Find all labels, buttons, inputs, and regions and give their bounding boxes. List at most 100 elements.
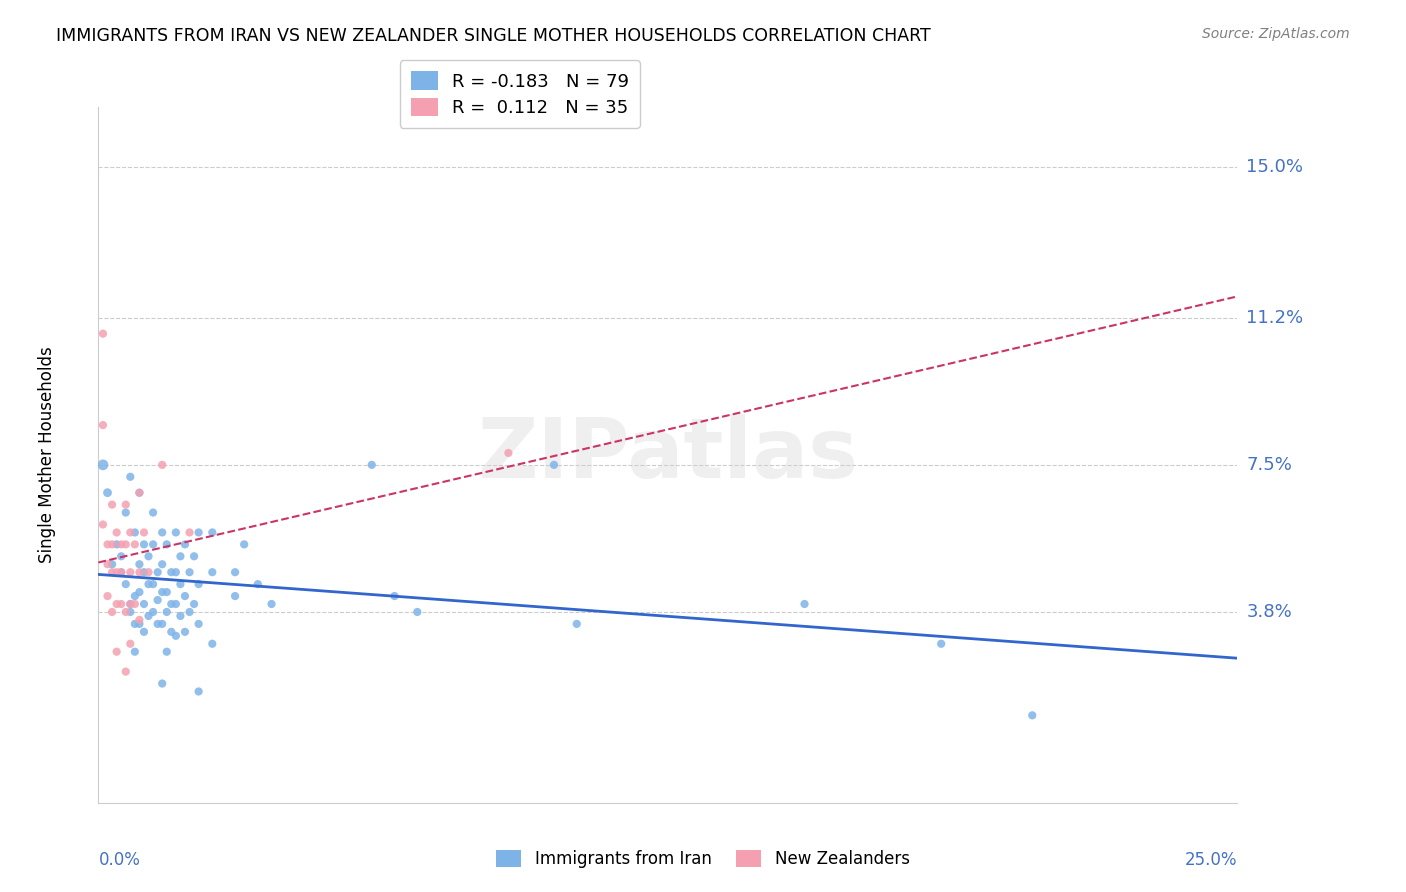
Point — [174, 624, 197, 639]
Point — [146, 616, 169, 631]
Point — [156, 605, 179, 619]
Text: 0.0%: 0.0% — [98, 850, 141, 869]
Point — [174, 589, 197, 603]
Point — [138, 577, 160, 591]
Point — [169, 549, 191, 564]
Point — [91, 326, 114, 341]
Point — [105, 645, 128, 659]
Point — [132, 565, 155, 579]
Point — [246, 577, 269, 591]
Point — [160, 624, 183, 639]
Point — [156, 537, 179, 551]
Point — [187, 684, 209, 698]
Point — [105, 525, 128, 540]
Point — [406, 605, 429, 619]
Point — [120, 597, 142, 611]
Point — [150, 458, 173, 472]
Point — [124, 537, 146, 551]
Point — [105, 537, 128, 551]
Point — [114, 605, 136, 619]
Point — [114, 537, 136, 551]
Point — [110, 537, 132, 551]
Point — [150, 676, 173, 690]
Point — [101, 498, 124, 512]
Legend: Immigrants from Iran, New Zealanders: Immigrants from Iran, New Zealanders — [489, 843, 917, 875]
Point — [565, 616, 588, 631]
Point — [179, 525, 201, 540]
Text: ZIPatlas: ZIPatlas — [478, 415, 858, 495]
Point — [128, 613, 150, 627]
Point — [543, 458, 565, 472]
Point — [124, 645, 146, 659]
Point — [150, 558, 173, 572]
Point — [128, 565, 150, 579]
Point — [120, 470, 142, 484]
Point — [138, 565, 160, 579]
Point — [224, 589, 246, 603]
Point — [96, 485, 118, 500]
Point — [96, 537, 118, 551]
Point — [128, 558, 150, 572]
Legend: R = -0.183   N = 79, R =  0.112   N = 35: R = -0.183 N = 79, R = 0.112 N = 35 — [399, 61, 640, 128]
Point — [114, 577, 136, 591]
Point — [128, 616, 150, 631]
Point — [124, 589, 146, 603]
Point — [110, 565, 132, 579]
Point — [110, 597, 132, 611]
Point — [150, 585, 173, 599]
Point — [128, 585, 150, 599]
Point — [1021, 708, 1043, 723]
Point — [120, 605, 142, 619]
Point — [169, 609, 191, 624]
Point — [201, 565, 224, 579]
Text: IMMIGRANTS FROM IRAN VS NEW ZEALANDER SINGLE MOTHER HOUSEHOLDS CORRELATION CHART: IMMIGRANTS FROM IRAN VS NEW ZEALANDER SI… — [56, 27, 931, 45]
Point — [114, 506, 136, 520]
Point — [160, 597, 183, 611]
Point — [150, 525, 173, 540]
Text: 3.8%: 3.8% — [1246, 603, 1292, 621]
Point — [179, 565, 201, 579]
Point — [929, 637, 952, 651]
Point — [156, 645, 179, 659]
Point — [120, 637, 142, 651]
Point — [120, 525, 142, 540]
Point — [101, 537, 124, 551]
Point — [124, 525, 146, 540]
Point — [201, 525, 224, 540]
Text: Source: ZipAtlas.com: Source: ZipAtlas.com — [1202, 27, 1350, 41]
Point — [384, 589, 406, 603]
Point — [165, 597, 187, 611]
Point — [156, 585, 179, 599]
Point — [146, 593, 169, 607]
Point — [498, 446, 520, 460]
Point — [165, 565, 187, 579]
Point — [101, 565, 124, 579]
Point — [169, 577, 191, 591]
Point — [91, 458, 114, 472]
Point — [150, 616, 173, 631]
Point — [128, 485, 150, 500]
Point — [201, 637, 224, 651]
Point — [187, 616, 209, 631]
Point — [146, 565, 169, 579]
Point — [124, 616, 146, 631]
Point — [165, 629, 187, 643]
Point — [128, 485, 150, 500]
Point — [233, 537, 256, 551]
Point — [124, 597, 146, 611]
Point — [132, 597, 155, 611]
Point — [165, 525, 187, 540]
Point — [179, 605, 201, 619]
Point — [114, 665, 136, 679]
Text: 15.0%: 15.0% — [1246, 158, 1303, 176]
Text: 25.0%: 25.0% — [1185, 850, 1237, 869]
Point — [96, 558, 118, 572]
Text: 11.2%: 11.2% — [1246, 309, 1303, 326]
Point — [138, 609, 160, 624]
Point — [142, 506, 165, 520]
Point — [142, 577, 165, 591]
Point — [142, 537, 165, 551]
Point — [114, 498, 136, 512]
Point — [138, 549, 160, 564]
Point — [224, 565, 246, 579]
